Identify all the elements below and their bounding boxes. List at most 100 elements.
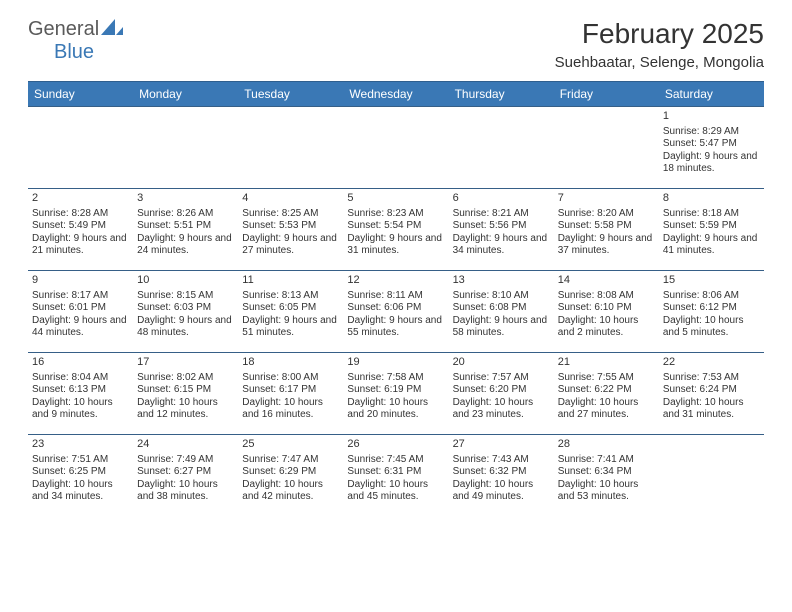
sunrise-line: Sunrise: 7:41 AM xyxy=(558,454,655,467)
logo-sail-icon xyxy=(101,19,123,40)
calendar-cell: 7Sunrise: 8:20 AMSunset: 5:58 PMDaylight… xyxy=(554,188,659,270)
sunrise-line: Sunrise: 8:25 AM xyxy=(242,208,339,221)
title-block: February 2025 Suehbaatar, Selenge, Mongo… xyxy=(555,18,764,71)
sunset-line: Sunset: 6:13 PM xyxy=(32,384,129,397)
day-number: 20 xyxy=(453,356,550,370)
sunset-line: Sunset: 6:08 PM xyxy=(453,302,550,315)
daylight-line: Daylight: 10 hours and 31 minutes. xyxy=(663,397,760,422)
weekday-header-cell: Monday xyxy=(133,82,238,106)
calendar-cell: 12 Sunrise: 8:11 AMSunset: 6:06 PMDayligh… xyxy=(343,270,448,352)
sunrise-line: Sunrise: 7:51 AM xyxy=(32,454,129,467)
sunrise-line: Sunrise: 7:49 AM xyxy=(137,454,234,467)
logo-text-block: General Blue xyxy=(28,18,123,64)
calendar-cell: 14Sunrise: 8:08 AMSunset: 6:10 PMDayligh… xyxy=(554,270,659,352)
sunrise-line: Sunrise: 8:00 AM xyxy=(242,372,339,385)
sunset-line: Sunset: 5:47 PM xyxy=(663,138,760,151)
daylight-line: Daylight: 9 hours and 58 minutes. xyxy=(453,315,550,340)
sunrise-line: Sunrise: 8:20 AM xyxy=(558,208,655,221)
daylight-line: Daylight: 10 hours and 45 minutes. xyxy=(347,479,444,504)
sunrise-line: Sunrise: 8:08 AM xyxy=(558,290,655,303)
calendar-cell: 22Sunrise: 7:53 AMSunset: 6:24 PMDayligh… xyxy=(659,352,764,434)
sunrise-line: Sunrise: 7:55 AM xyxy=(558,372,655,385)
daylight-line: Daylight: 10 hours and 49 minutes. xyxy=(453,479,550,504)
sunrise-line: Sunrise: 8:04 AM xyxy=(32,372,129,385)
calendar-cell: 5Sunrise: 8:23 AMSunset: 5:54 PMDaylight… xyxy=(343,188,448,270)
daylight-line: Daylight: 10 hours and 38 minutes. xyxy=(137,479,234,504)
day-number: 12 xyxy=(347,274,444,288)
calendar-cell xyxy=(28,106,133,188)
calendar-cell: 10Sunrise: 8:15 AMSunset: 6:03 PMDayligh… xyxy=(133,270,238,352)
calendar-cell: 1Sunrise: 8:29 AMSunset: 5:47 PMDaylight… xyxy=(659,106,764,188)
calendar-cell: 26Sunrise: 7:45 AMSunset: 6:31 PMDayligh… xyxy=(343,434,448,516)
sunset-line: Sunset: 6:06 PM xyxy=(347,302,444,315)
sunset-line: Sunset: 6:12 PM xyxy=(663,302,760,315)
calendar-page: General Blue February 2025 Suehbaatar, S… xyxy=(0,0,792,534)
logo-word2: Blue xyxy=(54,41,94,63)
sunrise-line: Sunrise: 8:26 AM xyxy=(137,208,234,221)
sunrise-line: Sunrise: 8:21 AM xyxy=(453,208,550,221)
sunrise-line: Sunrise: 8:29 AM xyxy=(663,126,760,139)
daylight-line: Daylight: 9 hours and 18 minutes. xyxy=(663,151,760,176)
sunset-line: Sunset: 6:05 PM xyxy=(242,302,339,315)
daylight-line: Daylight: 9 hours and 41 minutes. xyxy=(663,233,760,258)
calendar-cell: 18Sunrise: 8:00 AMSunset: 6:17 PMDayligh… xyxy=(238,352,343,434)
sunset-line: Sunset: 6:19 PM xyxy=(347,384,444,397)
daylight-line: Daylight: 10 hours and 16 minutes. xyxy=(242,397,339,422)
daylight-line: Daylight: 9 hours and 44 minutes. xyxy=(32,315,129,340)
daylight-line: Daylight: 9 hours and 21 minutes. xyxy=(32,233,129,258)
daylight-line: Daylight: 9 hours and 34 minutes. xyxy=(453,233,550,258)
sunrise-line: Sunrise: 8:15 AM xyxy=(137,290,234,303)
calendar-cell: 20Sunrise: 7:57 AMSunset: 6:20 PMDayligh… xyxy=(449,352,554,434)
day-number: 21 xyxy=(558,356,655,370)
daylight-line: Daylight: 10 hours and 53 minutes. xyxy=(558,479,655,504)
sunset-line: Sunset: 6:15 PM xyxy=(137,384,234,397)
day-number: 14 xyxy=(558,274,655,288)
daylight-line: Daylight: 9 hours and 24 minutes. xyxy=(137,233,234,258)
day-number: 22 xyxy=(663,356,760,370)
daylight-line: Daylight: 9 hours and 51 minutes. xyxy=(242,315,339,340)
daylight-line: Daylight: 10 hours and 9 minutes. xyxy=(32,397,129,422)
day-number: 23 xyxy=(32,438,129,452)
sunset-line: Sunset: 6:34 PM xyxy=(558,466,655,479)
daylight-line: Daylight: 9 hours and 55 minutes. xyxy=(347,315,444,340)
sunrise-line: Sunrise: 8:11 AM xyxy=(347,290,444,303)
calendar-cell: 9Sunrise: 8:17 AMSunset: 6:01 PMDaylight… xyxy=(28,270,133,352)
day-number: 10 xyxy=(137,274,234,288)
weekday-header-cell: Sunday xyxy=(28,82,133,106)
sunset-line: Sunset: 6:27 PM xyxy=(137,466,234,479)
sunrise-line: Sunrise: 8:06 AM xyxy=(663,290,760,303)
sunset-line: Sunset: 5:54 PM xyxy=(347,220,444,233)
calendar-cell: 19Sunrise: 7:58 AMSunset: 6:19 PMDayligh… xyxy=(343,352,448,434)
calendar-cell: 24Sunrise: 7:49 AMSunset: 6:27 PMDayligh… xyxy=(133,434,238,516)
logo-word1: General xyxy=(28,18,99,40)
daylight-line: Daylight: 10 hours and 27 minutes. xyxy=(558,397,655,422)
day-number: 16 xyxy=(32,356,129,370)
sunset-line: Sunset: 6:31 PM xyxy=(347,466,444,479)
day-number: 3 xyxy=(137,192,234,206)
weekday-header-cell: Friday xyxy=(554,82,659,106)
day-number: 5 xyxy=(347,192,444,206)
sunrise-line: Sunrise: 7:57 AM xyxy=(453,372,550,385)
sunrise-line: Sunrise: 7:47 AM xyxy=(242,454,339,467)
weekday-header-row: SundayMondayTuesdayWednesdayThursdayFrid… xyxy=(28,81,764,106)
sunrise-line: Sunrise: 7:58 AM xyxy=(347,372,444,385)
sunrise-line: Sunrise: 8:13 AM xyxy=(242,290,339,303)
calendar-cell: 27Sunrise: 7:43 AMSunset: 6:32 PMDayligh… xyxy=(449,434,554,516)
sunrise-line: Sunrise: 7:45 AM xyxy=(347,454,444,467)
daylight-line: Daylight: 10 hours and 5 minutes. xyxy=(663,315,760,340)
calendar-cell: 6Sunrise: 8:21 AMSunset: 5:56 PMDaylight… xyxy=(449,188,554,270)
sunset-line: Sunset: 6:24 PM xyxy=(663,384,760,397)
sunset-line: Sunset: 6:32 PM xyxy=(453,466,550,479)
sunrise-line: Sunrise: 8:10 AM xyxy=(453,290,550,303)
daylight-line: Daylight: 9 hours and 37 minutes. xyxy=(558,233,655,258)
sunset-line: Sunset: 6:25 PM xyxy=(32,466,129,479)
calendar-cell: 25Sunrise: 7:47 AMSunset: 6:29 PMDayligh… xyxy=(238,434,343,516)
day-number: 13 xyxy=(453,274,550,288)
sunset-line: Sunset: 6:01 PM xyxy=(32,302,129,315)
day-number: 28 xyxy=(558,438,655,452)
day-number: 17 xyxy=(137,356,234,370)
daylight-line: Daylight: 9 hours and 27 minutes. xyxy=(242,233,339,258)
day-number: 19 xyxy=(347,356,444,370)
day-number: 11 xyxy=(242,274,339,288)
calendar-cell: 8Sunrise: 8:18 AMSunset: 5:59 PMDaylight… xyxy=(659,188,764,270)
